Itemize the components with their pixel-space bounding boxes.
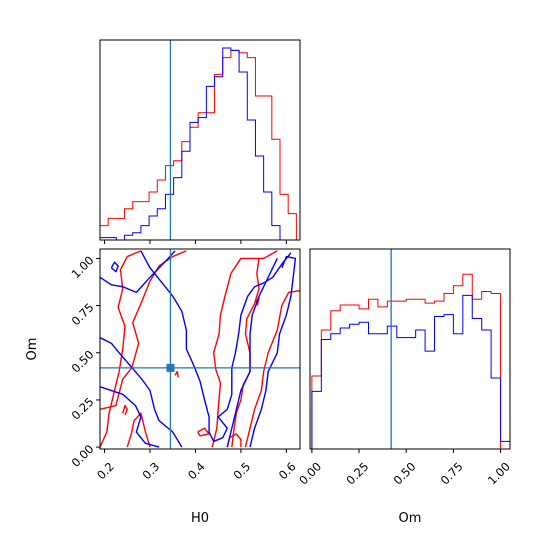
contour-line-2 bbox=[100, 337, 183, 448]
hist-h0-ticks bbox=[104, 240, 287, 244]
hist-series-blue bbox=[99, 47, 297, 241]
x-axis-label-h0: H0 bbox=[191, 511, 209, 526]
contour-line-10 bbox=[174, 370, 179, 378]
contour-line-1 bbox=[100, 386, 160, 448]
contour-line-3 bbox=[100, 250, 176, 294]
contour-line-4 bbox=[197, 427, 210, 437]
hist-series-blue bbox=[311, 294, 511, 449]
hist-h0-frame bbox=[99, 39, 301, 241]
y-axis-label-om: Om bbox=[25, 338, 40, 361]
hist-h0-series bbox=[99, 47, 297, 241]
contour-blue-series bbox=[100, 250, 297, 448]
x-axis-label-om: Om bbox=[399, 511, 422, 526]
contour-line-7 bbox=[244, 289, 300, 448]
truth-marker bbox=[166, 363, 175, 372]
hist-h0-panel bbox=[99, 39, 301, 244]
contour-line-1 bbox=[100, 250, 142, 448]
hist-series-red bbox=[311, 273, 502, 449]
contour-line-6 bbox=[249, 255, 297, 448]
hist-om-frame bbox=[309, 248, 511, 450]
contour-line-7 bbox=[110, 261, 119, 273]
contour-line-3 bbox=[126, 412, 151, 448]
contour-line-5 bbox=[226, 258, 278, 448]
contour-line-4 bbox=[140, 250, 292, 443]
hist-om-series bbox=[311, 273, 511, 449]
contour-line-5 bbox=[211, 250, 278, 448]
contour-frame bbox=[99, 248, 301, 450]
contour-line-9 bbox=[122, 404, 128, 416]
